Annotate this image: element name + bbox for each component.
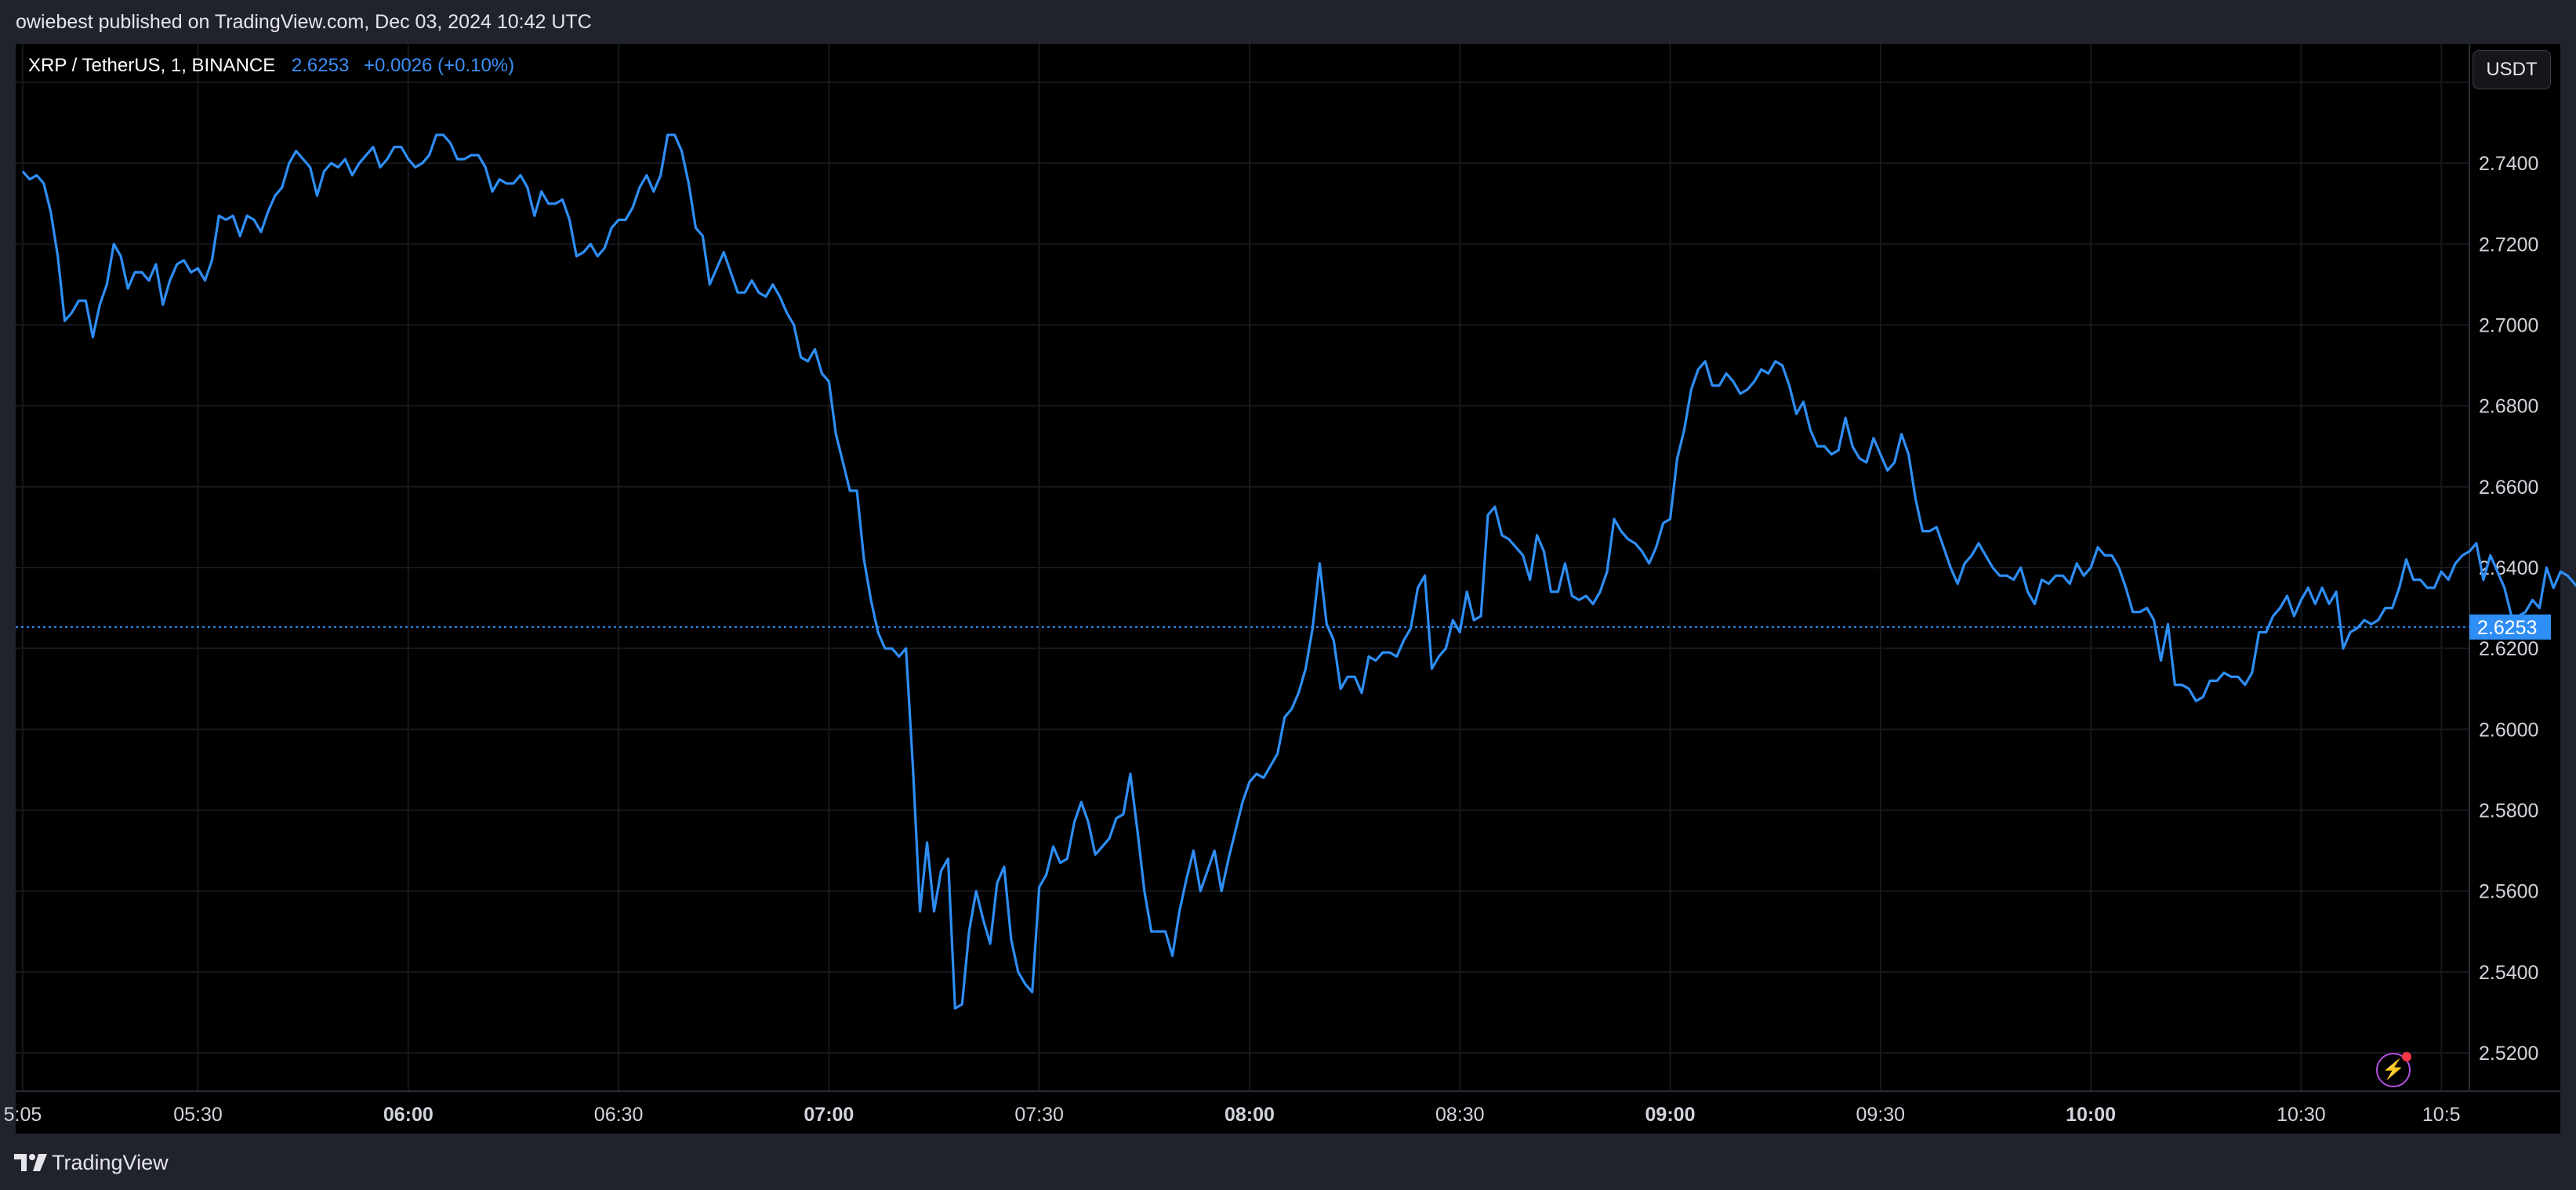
top-bar: owiebest published on TradingView.com, D… — [0, 0, 2576, 44]
time-axis: 5:05 05:30 06:00 06:30 07:00 07:30 08:00 08:30 0… — [4, 1104, 2461, 1126]
x-tick-label: 10:5 — [2422, 1104, 2461, 1126]
last-price-label: 2.6253 — [2477, 617, 2537, 639]
price-change: +0.0026 (+0.10%) — [363, 55, 515, 76]
y-tick-label: 2.7000 — [2479, 315, 2538, 337]
last-price-label-bg — [2469, 614, 2551, 640]
y-tick-label: 2.7400 — [2479, 153, 2538, 175]
y-tick-label: 2.6600 — [2479, 477, 2538, 499]
price-series — [21, 133, 2576, 1010]
symbol-name: XRP / TetherUS, 1, BINANCE — [28, 55, 276, 76]
lightning-bolt-icon[interactable]: ⚡ — [2376, 1053, 2411, 1087]
publisher-text: owiebest published on TradingView.com, D… — [16, 11, 592, 33]
x-tick-label: 10:00 — [2066, 1104, 2116, 1126]
y-tick-label: 2.6000 — [2479, 719, 2538, 741]
x-tick-label: 06:00 — [383, 1104, 434, 1126]
y-tick-label: 2.6200 — [2479, 638, 2538, 660]
notification-dot — [2402, 1052, 2411, 1061]
symbol-legend[interactable]: XRP / TetherUS, 1, BINANCE 2.6253 +0.002… — [28, 55, 514, 77]
last-price: 2.6253 — [291, 55, 350, 76]
tradingview-logo-icon[interactable] — [14, 1152, 49, 1173]
price-axis: 2.76002.74002.72002.70002.68002.66002.64… — [2479, 72, 2538, 1065]
x-tick-label: 08:00 — [1225, 1104, 1275, 1126]
y-tick-label: 2.5600 — [2479, 881, 2538, 903]
y-tick-label: 2.6800 — [2479, 396, 2538, 418]
x-tick-label: 07:00 — [804, 1104, 854, 1126]
x-tick-label: 05:30 — [173, 1104, 223, 1126]
x-tick-label: 09:30 — [1856, 1104, 1906, 1126]
currency-button[interactable]: USDT — [2473, 50, 2551, 89]
x-tick-label: 5:05 — [4, 1104, 42, 1126]
x-tick-label: 09:00 — [1645, 1104, 1696, 1126]
y-tick-label: 2.5400 — [2479, 962, 2538, 984]
x-tick-label: 08:30 — [1435, 1104, 1485, 1126]
last-price-marker: 2.6253 — [16, 614, 2551, 640]
price-line — [21, 133, 2576, 1010]
y-tick-label: 2.5200 — [2479, 1043, 2538, 1065]
y-tick-label: 2.5800 — [2479, 800, 2538, 822]
grid-lines — [16, 44, 2560, 1092]
y-tick-label: 2.7200 — [2479, 234, 2538, 256]
x-tick-label: 06:30 — [594, 1104, 644, 1126]
footer: TradingView — [0, 1134, 2576, 1190]
x-tick-label: 07:30 — [1014, 1104, 1064, 1126]
chart-area[interactable] — [16, 44, 2560, 1134]
x-tick-label: 10:30 — [2277, 1104, 2326, 1126]
brand-name[interactable]: TradingView — [52, 1151, 169, 1174]
